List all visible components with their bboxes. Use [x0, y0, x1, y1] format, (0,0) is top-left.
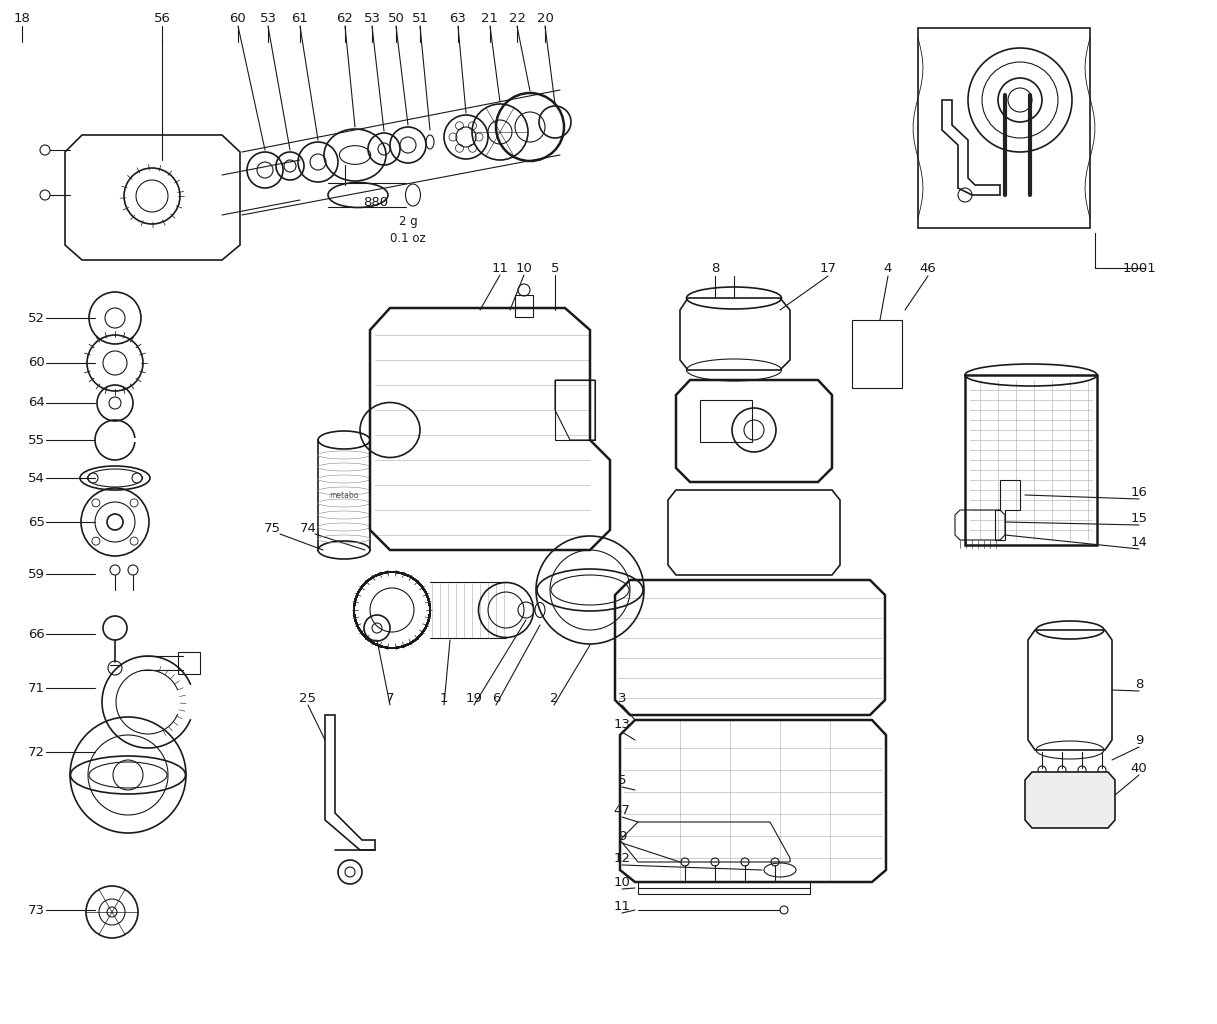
Bar	[515, 295, 533, 317]
Text: 9: 9	[1134, 733, 1143, 746]
Text: 56: 56	[153, 11, 170, 25]
Text: 8: 8	[1134, 678, 1143, 690]
Text: 53: 53	[259, 11, 276, 25]
Text: 62: 62	[337, 11, 353, 25]
Text: 74: 74	[299, 521, 316, 535]
Text: 59: 59	[28, 567, 45, 581]
Text: 15: 15	[1131, 512, 1148, 524]
Bar	[638, 882, 811, 894]
Text: 10: 10	[516, 261, 533, 274]
Text: 63: 63	[449, 11, 466, 25]
Text: 66: 66	[28, 628, 45, 640]
Text: 21: 21	[482, 11, 499, 25]
Text: 12: 12	[613, 852, 630, 864]
Text: 75: 75	[264, 521, 280, 535]
Text: 22: 22	[509, 11, 526, 25]
Text: 3: 3	[618, 691, 627, 705]
Text: 0.1 oz: 0.1 oz	[391, 231, 426, 245]
Text: 14: 14	[1131, 536, 1148, 549]
Text: 52: 52	[28, 311, 45, 325]
Text: 6: 6	[492, 691, 500, 705]
Text: 11: 11	[492, 261, 509, 274]
Text: 8: 8	[711, 261, 719, 274]
Text: 20: 20	[537, 11, 554, 25]
Text: 2 g: 2 g	[399, 215, 417, 228]
Bar	[852, 319, 902, 388]
Text: 65: 65	[28, 515, 45, 528]
Bar	[555, 380, 595, 440]
Text: 10: 10	[613, 876, 630, 889]
Text: 13: 13	[613, 719, 630, 731]
Text: 53: 53	[364, 11, 381, 25]
Text: 25: 25	[299, 691, 316, 705]
Text: 72: 72	[28, 745, 45, 759]
Polygon shape	[1025, 772, 1115, 828]
Text: 50: 50	[387, 11, 404, 25]
Text: 5: 5	[551, 261, 560, 274]
Bar	[965, 375, 1097, 545]
Text: 73: 73	[28, 903, 45, 916]
Text: 11: 11	[613, 899, 630, 912]
Text: 60: 60	[28, 356, 45, 370]
Text: 51: 51	[411, 11, 428, 25]
Text: metabo: metabo	[330, 490, 359, 500]
Text: 1001: 1001	[1122, 261, 1156, 274]
Text: 47: 47	[613, 804, 630, 816]
Text: 7: 7	[386, 691, 394, 705]
Text: 46: 46	[920, 261, 936, 274]
Text: 1: 1	[439, 691, 448, 705]
Text: 54: 54	[28, 471, 45, 484]
Bar	[918, 28, 1090, 228]
Text: 17: 17	[819, 261, 836, 274]
Bar	[700, 400, 752, 442]
Text: 2: 2	[550, 691, 559, 705]
Text: 71: 71	[28, 682, 45, 694]
Text: 19: 19	[466, 691, 482, 705]
Text: 40: 40	[1131, 762, 1148, 774]
Text: 64: 64	[28, 396, 45, 410]
Text: 60: 60	[230, 11, 246, 25]
Bar	[178, 652, 200, 674]
Text: 9: 9	[618, 829, 627, 843]
Text: 55: 55	[28, 433, 45, 446]
Text: 880: 880	[364, 197, 388, 210]
Text: 61: 61	[292, 11, 308, 25]
Text: 16: 16	[1131, 485, 1148, 499]
Text: 5: 5	[618, 773, 627, 786]
Text: 4: 4	[884, 261, 892, 274]
Text: 18: 18	[13, 11, 30, 25]
